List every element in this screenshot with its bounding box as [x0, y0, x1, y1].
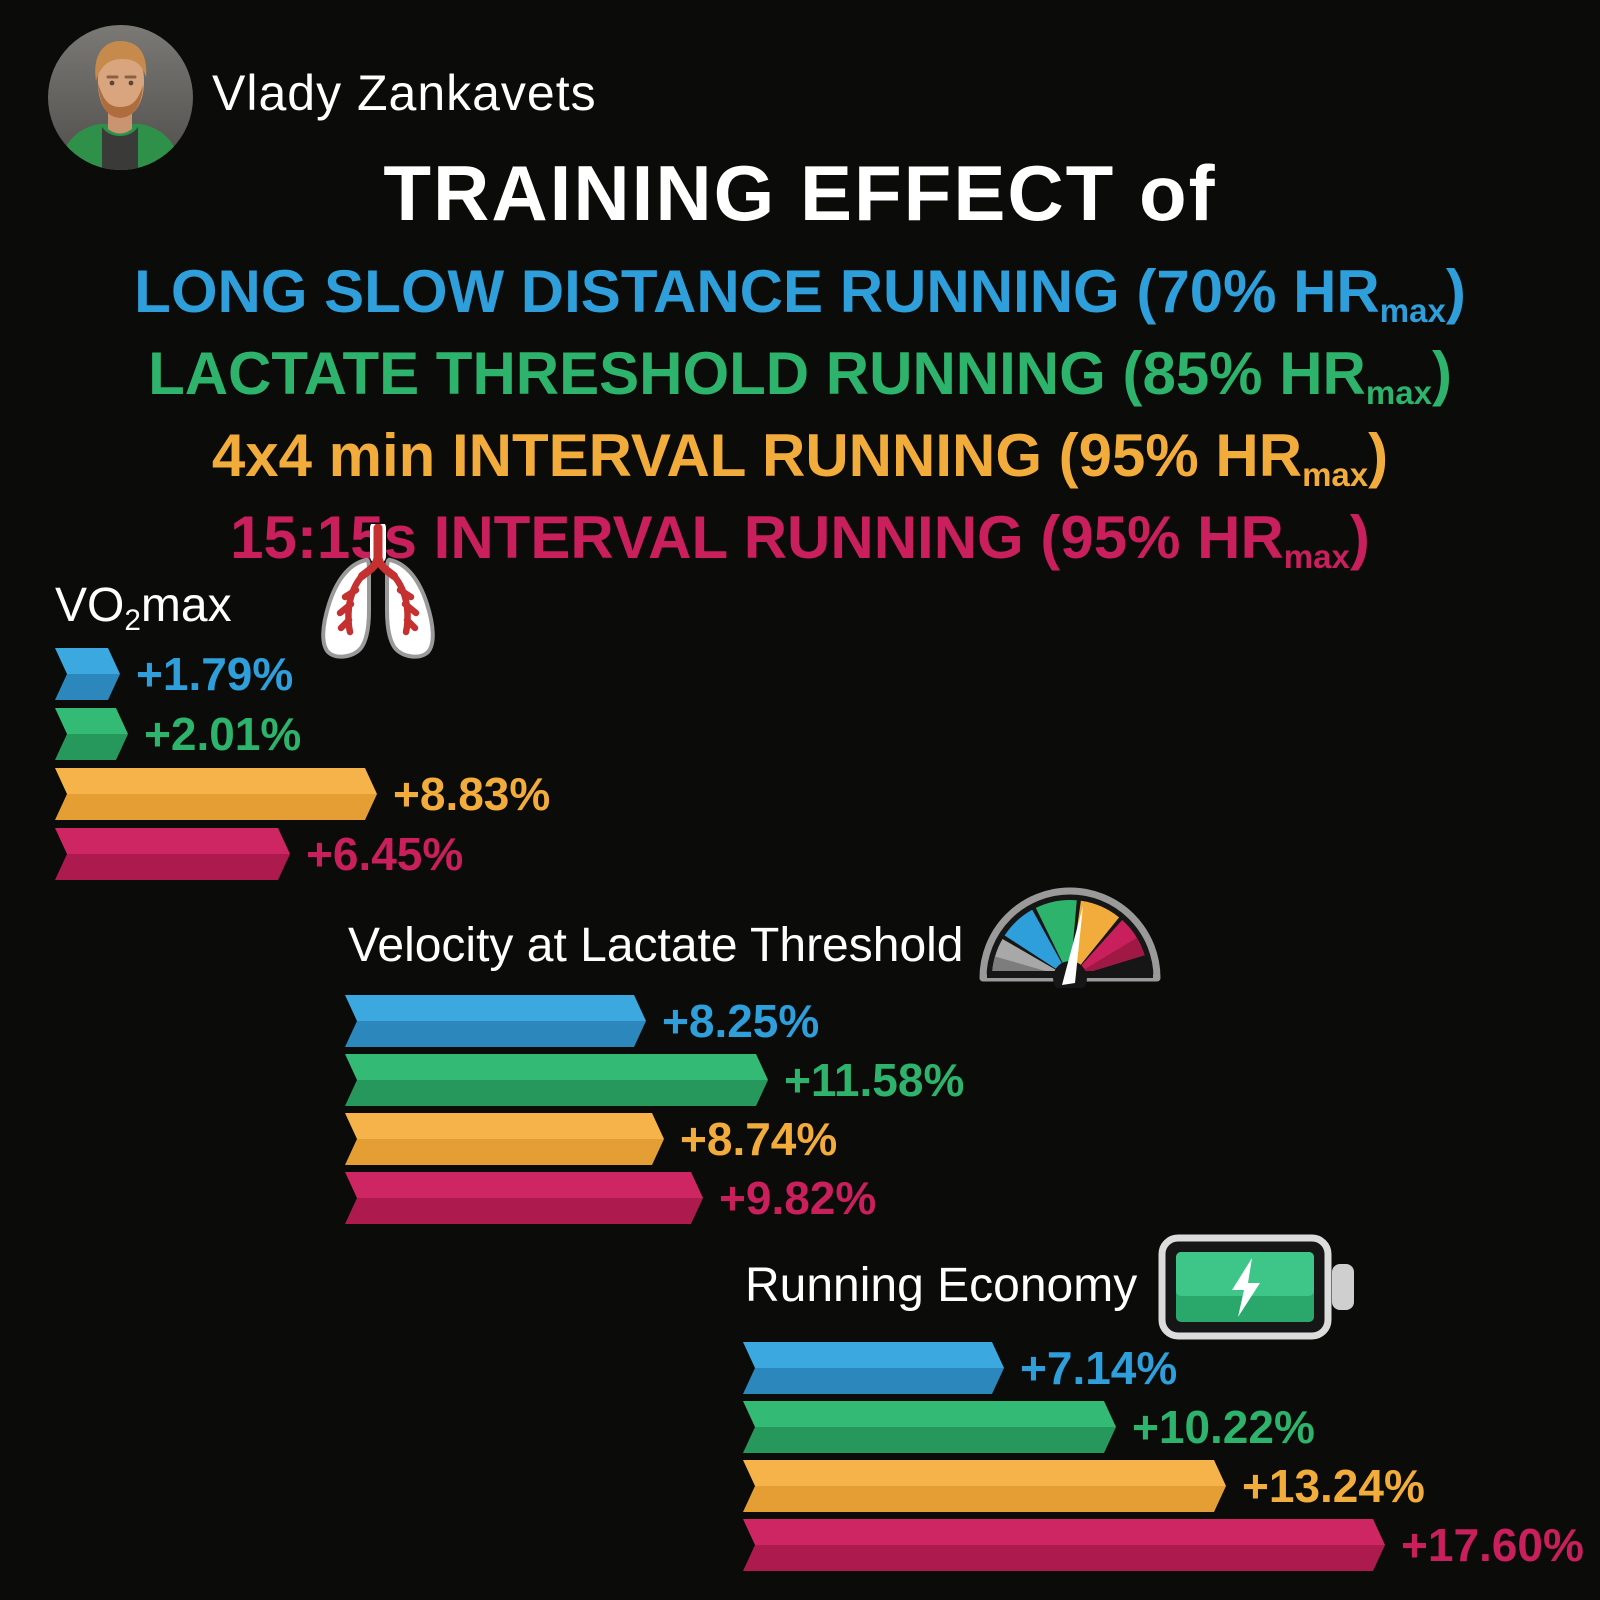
bar-value-label: +8.83%	[393, 768, 551, 820]
bar-row: +13.24%	[743, 1460, 1425, 1512]
bar-row: +11.58%	[345, 1054, 964, 1106]
bar-economy-lsd	[743, 1342, 1004, 1394]
bar-value-label: +8.74%	[680, 1113, 838, 1165]
bar-economy-lactate	[743, 1401, 1116, 1453]
bar-vlt-lactate	[345, 1054, 768, 1106]
bar-vo2max-1515	[55, 828, 290, 880]
bar-row: +10.22%	[743, 1401, 1315, 1453]
bar-row: +1.79%	[55, 648, 293, 700]
bar-value-label: +11.58%	[784, 1054, 965, 1106]
page-title: TRAINING EFFECT of	[383, 149, 1217, 237]
bar-row: +6.45%	[55, 828, 463, 880]
bar-row: +9.82%	[345, 1172, 876, 1224]
avatar	[48, 25, 193, 170]
bar-value-label: +2.01%	[144, 708, 302, 760]
legend-line-4x4: 4x4 min INTERVAL RUNNING (95% HRmax)	[211, 421, 1389, 493]
bar-value-label: +7.14%	[1020, 1342, 1178, 1394]
bar-value-label: +13.24%	[1242, 1460, 1425, 1512]
bar-value-label: +6.45%	[306, 828, 464, 880]
bar-vlt-1515	[345, 1172, 703, 1224]
legend-line-lsd: LONG SLOW DISTANCE RUNNING (70% HRmax)	[134, 258, 1466, 329]
bar-row: +7.14%	[743, 1342, 1177, 1394]
bar-vo2max-4x4	[55, 768, 377, 820]
bar-value-label: +10.22%	[1132, 1401, 1315, 1453]
bar-vlt-4x4	[345, 1113, 664, 1165]
section-title-velocity-lt: Velocity at Lactate Threshold	[348, 919, 964, 972]
bar-economy-4x4	[743, 1460, 1226, 1512]
profile-name: Vlady Zankavets	[212, 65, 597, 121]
bar-row: +8.83%	[55, 768, 550, 820]
section-title-running-economy: Running Economy	[745, 1259, 1138, 1312]
speedometer-icon	[975, 868, 1165, 995]
avatar-portrait-icon	[48, 25, 193, 170]
bar-row: +8.74%	[345, 1113, 837, 1165]
bar-vlt-lsd	[345, 995, 646, 1047]
bar-value-label: +1.79%	[136, 648, 294, 700]
bar-vo2max-lactate	[55, 708, 128, 760]
bar-value-label: +9.82%	[719, 1172, 877, 1224]
legend-line-1515: 15:15s INTERVAL RUNNING (95% HRmax)	[230, 503, 1370, 575]
battery-icon	[1156, 1228, 1361, 1351]
bar-value-label: +17.60%	[1401, 1519, 1584, 1571]
bar-economy-1515	[743, 1519, 1385, 1571]
lungs-icon	[298, 520, 458, 671]
bar-row: +17.60%	[743, 1519, 1584, 1571]
workout-legend: LONG SLOW DISTANCE RUNNING (70% HRmax) L…	[0, 260, 1600, 588]
bar-row: +2.01%	[55, 708, 301, 760]
bar-vo2max-lsd	[55, 648, 120, 700]
bar-row: +8.25%	[345, 995, 819, 1047]
bar-value-label: +8.25%	[662, 995, 820, 1047]
section-title-vo2max: VO2max	[55, 579, 232, 637]
legend-line-lactate: LACTATE THRESHOLD RUNNING (85% HRmax)	[148, 339, 1452, 411]
